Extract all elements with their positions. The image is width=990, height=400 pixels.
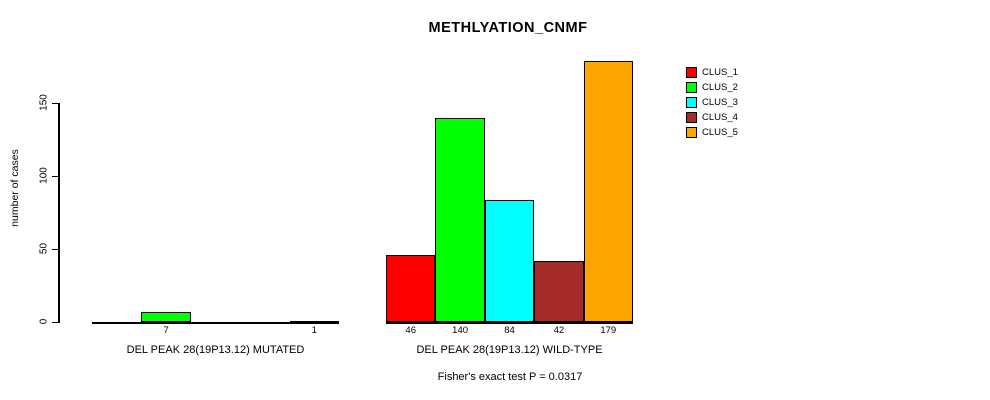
chart-title: METHLYATION_CNMF xyxy=(428,20,588,36)
legend-label-clus_4: CLUS_4 xyxy=(702,111,738,123)
bar-value-label: 140 xyxy=(452,325,469,336)
y-tick-mark xyxy=(52,248,58,251)
legend-swatch-clus_3 xyxy=(686,97,697,108)
legend-swatch-clus_2 xyxy=(686,82,697,93)
y-tick-mark xyxy=(52,102,58,105)
bar-clus_1 xyxy=(386,255,436,323)
legend-swatch-clus_1 xyxy=(686,67,697,78)
bar-value-label: 179 xyxy=(600,325,617,336)
bar-clus_2 xyxy=(435,118,485,323)
group-label: DEL PEAK 28(19P13.12) MUTATED xyxy=(126,344,305,356)
legend-label-clus_2: CLUS_2 xyxy=(702,81,738,93)
bar-clus_3 xyxy=(484,199,535,323)
legend-swatch-clus_4 xyxy=(686,112,697,123)
bar-clus_5 xyxy=(583,61,633,323)
bar-value-label: 1 xyxy=(311,325,317,336)
group-baseline xyxy=(386,322,633,324)
legend-label-clus_5: CLUS_5 xyxy=(702,126,738,138)
legend-label-clus_1: CLUS_1 xyxy=(702,66,738,78)
y-axis-label: number of cases xyxy=(9,149,21,227)
y-axis-line xyxy=(58,103,60,323)
legend-label-clus_3: CLUS_3 xyxy=(702,96,738,108)
y-tick-label: 100 xyxy=(38,166,50,184)
bar-clus_4 xyxy=(534,261,584,323)
y-tick-label: 0 xyxy=(38,318,50,324)
y-tick-label: 150 xyxy=(38,93,50,111)
y-tick-mark xyxy=(52,175,58,178)
bar-clus_2 xyxy=(141,312,191,323)
group-label: DEL PEAK 28(19P13.12) WILD-TYPE xyxy=(416,344,603,356)
bar-clus_5 xyxy=(289,320,339,323)
fisher-test-annotation: Fisher's exact test P = 0.0317 xyxy=(437,371,583,383)
bar-value-label: 7 xyxy=(163,325,169,336)
legend-swatch-clus_5 xyxy=(686,127,697,138)
y-tick-mark xyxy=(52,321,58,324)
bar-value-label: 46 xyxy=(405,325,416,336)
bar-value-label: 42 xyxy=(553,325,565,336)
bar-value-label: 84 xyxy=(504,325,515,336)
group-baseline xyxy=(92,322,339,324)
y-tick-label: 50 xyxy=(38,242,50,254)
